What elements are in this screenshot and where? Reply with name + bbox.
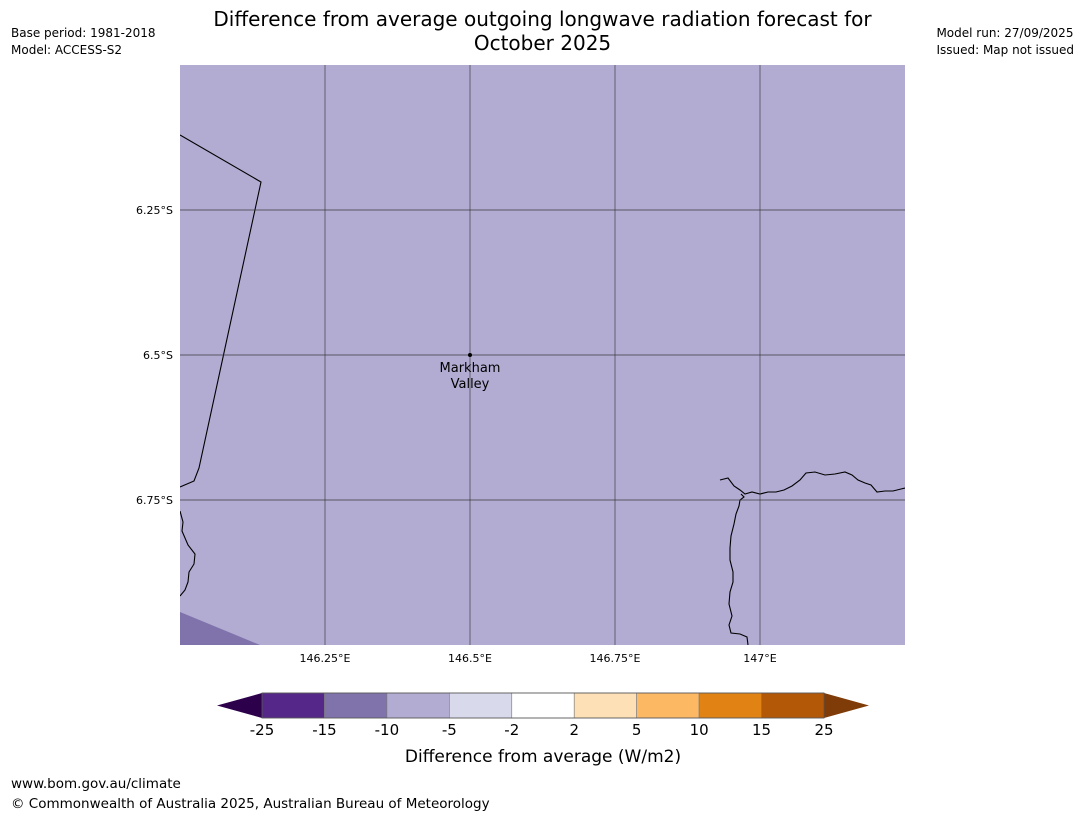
colorbar-tick-label: 5 — [632, 721, 642, 739]
coastline-and-borders — [180, 134, 905, 645]
lon-tick-label: 146.75°E — [590, 652, 641, 665]
header-meta-right: Model run: 27/09/2025 Issued: Map not is… — [936, 25, 1074, 59]
colorbar-over-arrow — [824, 693, 869, 718]
colorbar-segment — [698, 692, 762, 719]
markham-valley-point — [468, 353, 472, 357]
location-label-line1: Markham — [440, 361, 501, 376]
map-title-line1: Difference from average outgoing longwav… — [213, 7, 872, 31]
colorbar-segments — [261, 692, 825, 719]
footer-copyright: © Commonwealth of Australia 2025, Austra… — [11, 796, 490, 812]
colorbar-tick-label: -10 — [375, 721, 400, 739]
map-gridlines — [180, 65, 905, 645]
colorbar-under-arrow — [217, 693, 262, 718]
anomaly-lower-class-patch — [180, 612, 260, 645]
colorbar-segment — [261, 692, 325, 719]
international-border-line — [180, 134, 262, 488]
colorbar-tick-label: 25 — [814, 721, 833, 739]
lon-tick-label: 146.5°E — [448, 652, 492, 665]
colorbar-segment — [386, 692, 450, 719]
map-panel: Markham Valley 6.25°S 6.5°S 6.75°S 146.25°… — [136, 65, 905, 665]
colorbar-tick-label: 10 — [690, 721, 709, 739]
colorbar: -25 -15 -10 -5 -2 2 5 10 15 25 Difference from av… — [217, 692, 869, 767]
footer-url: www.bom.gov.au/climate — [11, 776, 181, 792]
model-text: Model: ACCESS-S2 — [11, 43, 123, 57]
river-line — [728, 493, 749, 645]
lat-tick-label: 6.5°S — [143, 349, 173, 362]
colorbar-segment — [449, 692, 513, 719]
lon-tick-label: 147°E — [743, 652, 776, 665]
colorbar-tick-label: 15 — [752, 721, 771, 739]
map-title: Difference from average outgoing longwav… — [180, 7, 905, 55]
colorbar-segment — [573, 692, 637, 719]
colorbar-tick-label: -2 — [504, 721, 519, 739]
model-run-text: Model run: 27/09/2025 — [936, 26, 1074, 40]
map-title-line2: October 2025 — [473, 31, 612, 55]
header-meta-left: Base period: 1981-2018 Model: ACCESS-S2 — [11, 25, 156, 59]
colorbar-segment — [761, 692, 825, 719]
colorbar-frame — [261, 692, 825, 719]
footer: www.bom.gov.au/climate © Commonwealth of… — [11, 774, 490, 814]
latitude-tick-labels: 6.25°S 6.5°S 6.75°S — [136, 204, 173, 507]
base-period-text: Base period: 1981-2018 — [11, 26, 156, 40]
colorbar-title: Difference from average (W/m2) — [405, 747, 681, 767]
longitude-tick-labels: 146.25°E 146.5°E 146.75°E 147°E — [300, 652, 777, 665]
location-label-line2: Valley — [451, 377, 490, 392]
lat-tick-label: 6.25°S — [136, 204, 173, 217]
colorbar-tick-labels: -25 -15 -10 -5 -2 2 5 10 15 25 — [250, 721, 834, 739]
colorbar-tick-label: -5 — [442, 721, 457, 739]
lon-tick-label: 146.25°E — [300, 652, 351, 665]
colorbar-segment — [636, 692, 700, 719]
coastline-east — [719, 471, 905, 495]
issued-text: Issued: Map not issued — [936, 43, 1074, 57]
coastline-west — [180, 510, 196, 597]
colorbar-segment — [324, 692, 388, 719]
colorbar-tick-label: -15 — [312, 721, 337, 739]
colorbar-tick-label: -25 — [250, 721, 275, 739]
location-marker: Markham Valley — [440, 353, 501, 392]
colorbar-segment — [511, 692, 575, 719]
colorbar-tick-label: 2 — [569, 721, 579, 739]
lat-tick-label: 6.75°S — [136, 494, 173, 507]
